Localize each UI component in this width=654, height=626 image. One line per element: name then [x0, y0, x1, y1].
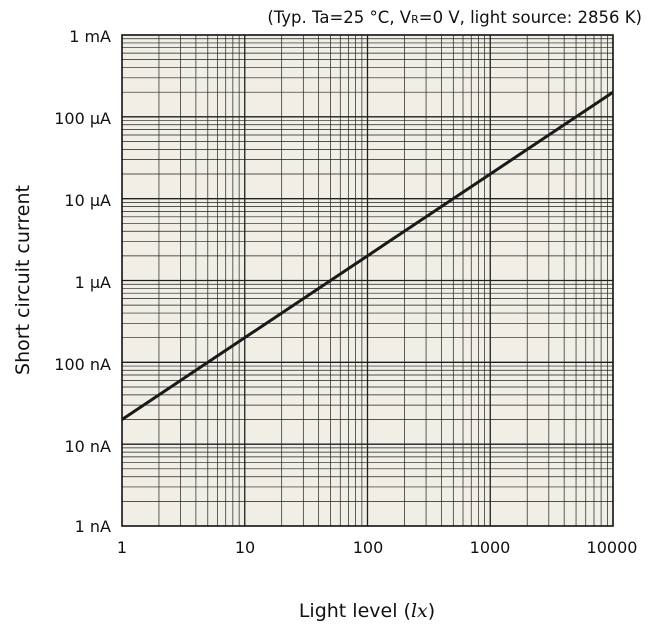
y-tick-label: 1 nA: [75, 517, 111, 536]
y-tick-label: 10 µA: [64, 191, 111, 210]
x-tick-labels: 1 10 100 1000 10000: [117, 538, 638, 557]
x-axis-title: Light level (lx): [299, 600, 435, 622]
y-tick-label: 1 mA: [69, 27, 111, 46]
plot-frame: [121, 34, 614, 527]
x-tick-label: 100: [353, 538, 384, 557]
x-tick-label: 10000: [587, 538, 638, 557]
y-tick-label: 100 µA: [54, 109, 111, 128]
x-tick-label: 1000: [470, 538, 511, 557]
y-tick-label: 10 nA: [64, 437, 111, 456]
grid-lines: [122, 35, 613, 526]
y-tick-label: 100 nA: [54, 355, 111, 374]
measurement-conditions: (Typ. Ta=25 °C, VR=0 V, light source: 28…: [267, 8, 642, 27]
y-tick-label: 1 µA: [75, 273, 111, 292]
y-tick-labels: 1 mA 100 µA 10 µA 1 µA 100 nA 10 nA 1 nA: [54, 27, 111, 536]
series-line: [121, 90, 614, 421]
x-tick-label: 10: [235, 538, 255, 557]
series-group: [121, 90, 614, 421]
y-axis-title: Short circuit current: [12, 185, 34, 375]
x-tick-label: 1: [117, 538, 127, 557]
